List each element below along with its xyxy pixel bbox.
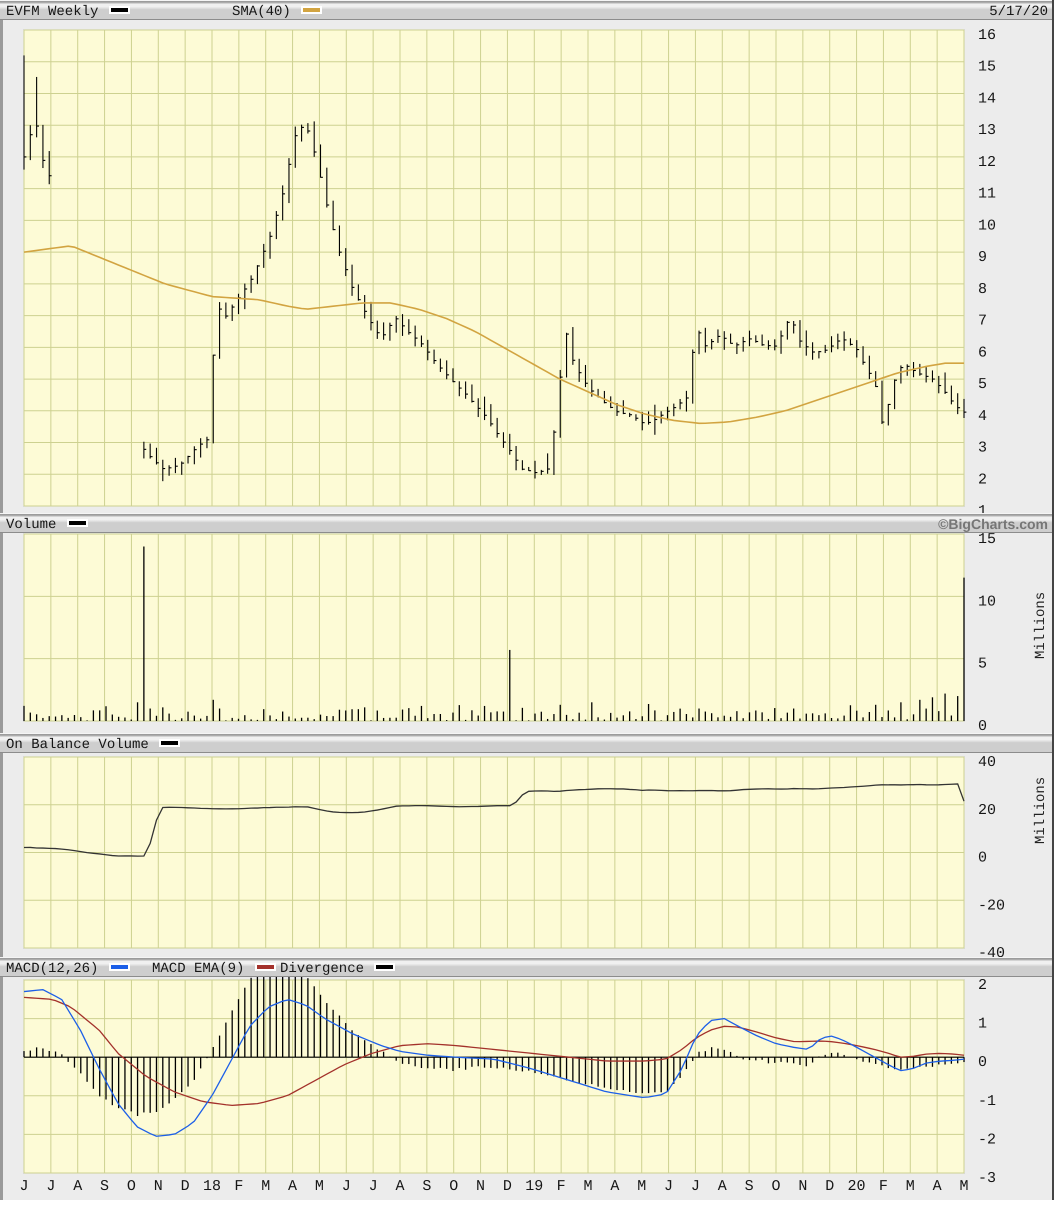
svg-text:M: M (959, 1178, 968, 1195)
svg-text:N: N (154, 1178, 163, 1195)
svg-text:D: D (825, 1178, 834, 1195)
svg-text:20: 20 (978, 802, 996, 819)
svg-text:11: 11 (978, 186, 996, 203)
svg-text:J: J (369, 1178, 378, 1195)
svg-text:A: A (73, 1178, 82, 1195)
svg-text:O: O (771, 1178, 780, 1195)
svg-text:J: J (19, 1178, 28, 1195)
svg-text:2: 2 (978, 977, 987, 994)
svg-text:16: 16 (978, 27, 996, 44)
svg-text:F: F (234, 1178, 243, 1195)
svg-text:A: A (395, 1178, 404, 1195)
svg-text:-2: -2 (978, 1131, 996, 1148)
svg-text:O: O (127, 1178, 136, 1195)
svg-text:O: O (449, 1178, 458, 1195)
svg-text:J: J (46, 1178, 55, 1195)
svg-text:-3: -3 (978, 1170, 996, 1187)
svg-text:9: 9 (978, 249, 987, 266)
svg-text:N: N (798, 1178, 807, 1195)
svg-text:20: 20 (848, 1178, 866, 1195)
svg-text:3: 3 (978, 440, 987, 457)
svg-text:19: 19 (525, 1178, 543, 1195)
svg-text:J: J (691, 1178, 700, 1195)
svg-text:2: 2 (978, 471, 987, 488)
svg-text:A: A (610, 1178, 619, 1195)
svg-text:N: N (476, 1178, 485, 1195)
svg-text:M: M (906, 1178, 915, 1195)
svg-text:8: 8 (978, 281, 987, 298)
svg-text:M: M (261, 1178, 270, 1195)
svg-text:10: 10 (978, 217, 996, 234)
svg-text:-1: -1 (978, 1093, 996, 1110)
svg-text:D: D (181, 1178, 190, 1195)
svg-text:15: 15 (978, 59, 996, 76)
svg-text:-20: -20 (978, 897, 1005, 914)
svg-text:M: M (637, 1178, 646, 1195)
svg-text:D: D (503, 1178, 512, 1195)
svg-text:0: 0 (978, 850, 987, 867)
svg-text:M: M (583, 1178, 592, 1195)
svg-text:12: 12 (978, 154, 996, 171)
svg-text:40: 40 (978, 754, 996, 771)
svg-text:F: F (879, 1178, 888, 1195)
svg-text:14: 14 (978, 90, 996, 107)
svg-text:5: 5 (978, 376, 987, 393)
svg-text:1: 1 (978, 1016, 987, 1033)
svg-text:13: 13 (978, 122, 996, 139)
svg-text:A: A (933, 1178, 942, 1195)
svg-text:0: 0 (978, 1054, 987, 1071)
svg-text:6: 6 (978, 344, 987, 361)
svg-text:18: 18 (203, 1178, 221, 1195)
svg-text:S: S (745, 1178, 754, 1195)
svg-text:F: F (557, 1178, 566, 1195)
svg-text:5: 5 (978, 656, 987, 673)
svg-text:4: 4 (978, 408, 987, 425)
svg-text:10: 10 (978, 593, 996, 610)
svg-text:A: A (718, 1178, 727, 1195)
svg-text:S: S (100, 1178, 109, 1195)
svg-text:7: 7 (978, 313, 987, 330)
svg-text:15: 15 (978, 531, 996, 548)
svg-text:S: S (422, 1178, 431, 1195)
svg-text:M: M (315, 1178, 324, 1195)
svg-text:J: J (342, 1178, 351, 1195)
svg-text:A: A (288, 1178, 297, 1195)
svg-text:J: J (664, 1178, 673, 1195)
